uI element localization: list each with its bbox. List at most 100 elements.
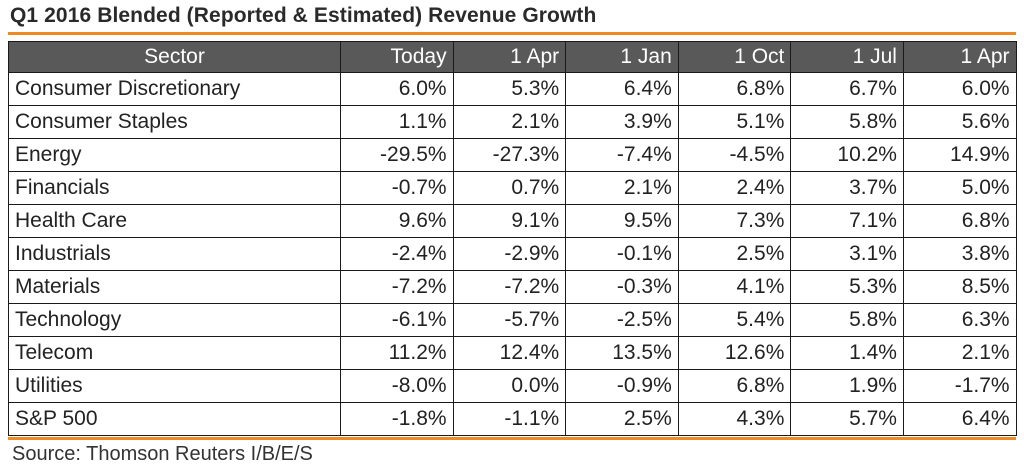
growth-value-cell: 5.7% [790,402,904,436]
header-row: Sector Today 1 Apr 1 Jan 1 Oct 1 Jul 1 Apr [8,41,1017,73]
table-row: Materials -7.2% -7.2% -0.3% 4.1% 5.3% 8.5% [8,270,1017,304]
table-row: Utilities -8.0% 0.0% -0.9% 6.8% 1.9% -1.7% [8,369,1017,403]
growth-value-cell: 12.6% [677,336,792,370]
table-row: Financials -0.7% 0.7% 2.1% 2.4% 3.7% 5.0% [8,171,1017,205]
growth-value-cell: 5.3% [790,270,904,304]
growth-value-cell: -1.7% [902,369,1017,403]
table-row: Energy -29.5% -27.3% -7.4% -4.5% 10.2% 14.9% [8,138,1017,172]
sector-name-cell: Financials [8,171,341,205]
growth-value-cell: 5.1% [677,105,792,139]
column-header-2: 1 Apr [452,41,567,73]
growth-value-cell: -7.2% [340,270,454,304]
table-row: S&P 500 -1.8% -1.1% 2.5% 4.3% 5.7% 6.4% [8,402,1017,436]
growth-value-cell: 6.7% [790,72,904,106]
growth-value-cell: -5.7% [452,303,567,337]
column-header-sector: Sector [8,41,341,73]
growth-value-cell: 11.2% [340,336,454,370]
table-row: Telecom 11.2% 12.4% 13.5% 12.6% 1.4% 2.1% [8,336,1017,370]
growth-value-cell: -0.3% [565,270,679,304]
growth-value-cell: -6.1% [340,303,454,337]
growth-value-cell: 5.8% [790,303,904,337]
growth-value-cell: 2.1% [565,171,679,205]
growth-value-cell: 2.5% [677,237,792,271]
growth-value-cell: -7.2% [452,270,567,304]
sector-name-cell: Materials [8,270,341,304]
growth-value-cell: 2.1% [902,336,1017,370]
growth-value-cell: 1.1% [340,105,454,139]
growth-value-cell: 13.5% [565,336,679,370]
bottom-accent-rule [8,437,1016,440]
column-header-3: 1 Jan [565,41,679,73]
growth-value-cell: 14.9% [902,138,1017,172]
growth-value-cell: 7.3% [677,204,792,238]
top-accent-rule [8,32,1016,35]
growth-value-cell: 6.0% [902,72,1017,106]
column-header-6: 1 Apr [902,41,1017,73]
growth-value-cell: 3.9% [565,105,679,139]
sector-name-cell: Consumer Discretionary [8,72,341,106]
growth-value-cell: -2.5% [565,303,679,337]
growth-value-cell: -1.8% [340,402,454,436]
growth-value-cell: 7.1% [790,204,904,238]
growth-value-cell: -8.0% [340,369,454,403]
table-title: Q1 2016 Blended (Reported & Estimated) R… [10,4,597,27]
growth-value-cell: 4.3% [677,402,792,436]
table-body: Consumer Discretionary 6.0% 5.3% 6.4% 6.8% 6.… [8,72,1017,436]
growth-value-cell: 3.8% [902,237,1017,271]
growth-value-cell: 6.3% [902,303,1017,337]
growth-value-cell: 2.4% [677,171,792,205]
column-header-1: Today [340,41,454,73]
sector-name-cell: Telecom [8,336,341,370]
growth-value-cell: 12.4% [452,336,567,370]
growth-value-cell: 3.1% [790,237,904,271]
sector-name-cell: Technology [8,303,341,337]
growth-value-cell: -4.5% [677,138,792,172]
growth-value-cell: 6.0% [340,72,454,106]
sector-name-cell: Consumer Staples [8,105,341,139]
growth-value-cell: -29.5% [340,138,454,172]
growth-value-cell: 9.1% [452,204,567,238]
growth-value-cell: 3.7% [790,171,904,205]
growth-value-cell: -0.7% [340,171,454,205]
table-row: Health Care 9.6% 9.1% 9.5% 7.3% 7.1% 6.8% [8,204,1017,238]
sector-name-cell: S&P 500 [8,402,341,436]
table-row: Industrials -2.4% -2.9% -0.1% 2.5% 3.1% 3.8% [8,237,1017,271]
table-row: Consumer Staples 1.1% 2.1% 3.9% 5.1% 5.8% 5.6% [8,105,1017,139]
column-header-4: 1 Oct [677,41,792,73]
growth-value-cell: 0.7% [452,171,567,205]
growth-value-cell: -27.3% [452,138,567,172]
revenue-growth-table: Sector Today 1 Apr 1 Jan 1 Oct 1 Jul 1 Apr Con… [8,41,1017,436]
growth-value-cell: 5.6% [902,105,1017,139]
growth-value-cell: -0.9% [565,369,679,403]
growth-value-cell: 6.4% [565,72,679,106]
sector-name-cell: Industrials [8,237,341,271]
growth-value-cell: -7.4% [565,138,679,172]
source-note: Source: Thomson Reuters I/B/E/S [12,443,313,465]
growth-value-cell: -0.1% [565,237,679,271]
sector-name-cell: Health Care [8,204,341,238]
growth-value-cell: 0.0% [452,369,567,403]
growth-value-cell: 6.4% [902,402,1017,436]
growth-value-cell: -1.1% [452,402,567,436]
growth-value-cell: 6.8% [902,204,1017,238]
growth-value-cell: 9.6% [340,204,454,238]
growth-value-cell: 5.8% [790,105,904,139]
table-row: Technology -6.1% -5.7% -2.5% 5.4% 5.8% 6.3% [8,303,1017,337]
growth-value-cell: 10.2% [790,138,904,172]
growth-value-cell: 5.0% [902,171,1017,205]
growth-value-cell: 4.1% [677,270,792,304]
growth-value-cell: 5.3% [452,72,567,106]
growth-value-cell: 1.9% [790,369,904,403]
growth-value-cell: 5.4% [677,303,792,337]
growth-value-cell: 9.5% [565,204,679,238]
sector-name-cell: Energy [8,138,341,172]
growth-value-cell: 6.8% [677,72,792,106]
growth-value-cell: 2.5% [565,402,679,436]
sector-name-cell: Utilities [8,369,341,403]
growth-value-cell: 2.1% [452,105,567,139]
growth-value-cell: -2.9% [452,237,567,271]
growth-value-cell: 6.8% [677,369,792,403]
growth-value-cell: -2.4% [340,237,454,271]
table-row: Consumer Discretionary 6.0% 5.3% 6.4% 6.8% 6.… [8,72,1017,106]
growth-value-cell: 1.4% [790,336,904,370]
